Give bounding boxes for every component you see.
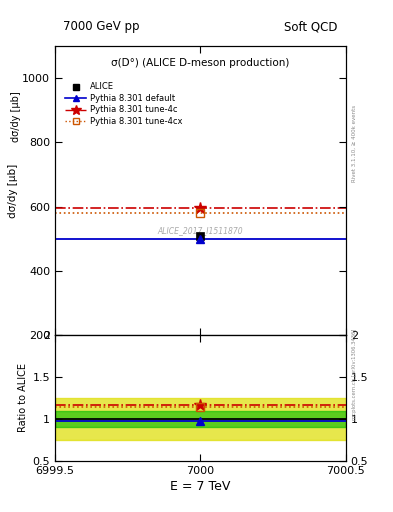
Text: dσ/dy [μb]: dσ/dy [μb] — [11, 91, 21, 142]
Bar — [55, 411, 346, 428]
X-axis label: E = 7 TeV: E = 7 TeV — [170, 480, 231, 493]
Y-axis label: dσ/dy [μb]: dσ/dy [μb] — [8, 163, 18, 218]
Text: Rivet 3.1.10, ≥ 400k events: Rivet 3.1.10, ≥ 400k events — [352, 105, 357, 182]
Text: ALICE_2017_I1511870: ALICE_2017_I1511870 — [158, 227, 243, 236]
Y-axis label: Ratio to ALICE: Ratio to ALICE — [18, 364, 28, 433]
Bar — [55, 398, 346, 440]
Text: Soft QCD: Soft QCD — [285, 20, 338, 33]
Text: 7000 GeV pp: 7000 GeV pp — [63, 20, 140, 33]
Text: σ(D°) (ALICE D-meson production): σ(D°) (ALICE D-meson production) — [111, 58, 290, 68]
Legend: ALICE, Pythia 8.301 default, Pythia 8.301 tune-4c, Pythia 8.301 tune-4cx: ALICE, Pythia 8.301 default, Pythia 8.30… — [62, 79, 185, 130]
Text: mcplots.cern.ch [arXiv:1306.3436]: mcplots.cern.ch [arXiv:1306.3436] — [352, 328, 357, 419]
